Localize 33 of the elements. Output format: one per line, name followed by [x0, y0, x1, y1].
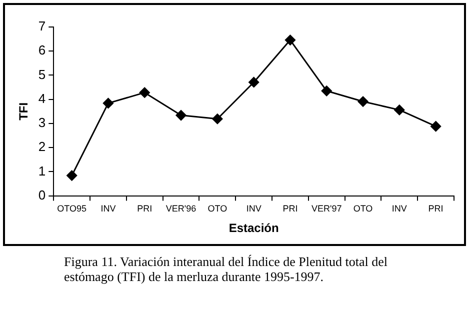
point	[394, 104, 405, 116]
point	[248, 76, 260, 88]
x-tick-label: OTO	[353, 204, 373, 214]
x-tick-label: PRI	[282, 204, 298, 214]
point	[358, 96, 368, 107]
x-tick-label: OTO	[208, 204, 228, 214]
x-tick-label: VER'96	[166, 204, 196, 214]
y-tick-label: 3	[38, 115, 46, 130]
x-tick-label: PRI	[428, 204, 444, 214]
point	[212, 114, 223, 124]
x-tick-label: INV	[392, 204, 407, 214]
y-tick-label: 0	[38, 187, 46, 202]
x-tick-label: OTO95	[57, 204, 87, 214]
point	[321, 86, 332, 96]
text: Figura 11. Variación interanual del Índice de Plenitud total del estómago (TFI) de la merluza durante 1995-1997.	[64, 254, 388, 284]
y-tick-label: 7	[38, 18, 46, 34]
point	[139, 87, 150, 98]
point	[176, 110, 186, 121]
point	[102, 98, 114, 108]
point	[66, 170, 78, 181]
y-tick-label: 4	[38, 90, 46, 106]
y-tick-label: 6	[38, 42, 46, 58]
y-axis-title: TFI	[16, 102, 31, 120]
y-tick-label: 2	[38, 139, 46, 154]
point	[430, 121, 442, 132]
y-tick-label: 5	[38, 66, 46, 82]
point	[284, 34, 296, 46]
x-tick-label: PRI	[137, 204, 152, 214]
x-tick-label: VER'97	[311, 204, 342, 214]
y-tick-label: 1	[38, 163, 46, 178]
x-axis-title: Estación	[228, 221, 279, 236]
x-tick-label: INV	[100, 204, 116, 214]
x-tick-label: INV	[246, 204, 262, 214]
